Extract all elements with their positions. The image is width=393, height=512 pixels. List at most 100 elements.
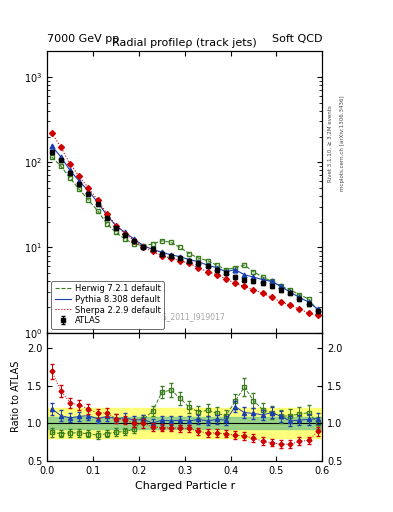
Legend: Herwig 7.2.1 default, Pythia 8.308 default, Sherpa 2.2.9 default, ATLAS: Herwig 7.2.1 default, Pythia 8.308 defau… — [51, 281, 164, 329]
Pythia 8.308 default — [50, 143, 54, 149]
Pythia 8.308 default — [141, 243, 146, 249]
Herwig 7.2.1 default — [86, 197, 91, 203]
Herwig 7.2.1 default — [315, 308, 320, 314]
Herwig 7.2.1 default — [187, 250, 192, 257]
Herwig 7.2.1 default — [205, 258, 210, 264]
Sherpa 2.2.9 default — [114, 223, 118, 229]
Sherpa 2.2.9 default — [270, 294, 274, 301]
Herwig 7.2.1 default — [251, 269, 256, 275]
Pythia 8.308 default — [251, 274, 256, 280]
Sherpa 2.2.9 default — [169, 255, 173, 261]
Line: Sherpa 2.2.9 default: Sherpa 2.2.9 default — [52, 133, 318, 315]
Herwig 7.2.1 default — [50, 154, 54, 160]
Pythia 8.308 default — [224, 269, 228, 275]
Pythia 8.308 default — [178, 253, 182, 260]
Herwig 7.2.1 default — [242, 262, 247, 268]
Text: Soft QCD: Soft QCD — [272, 33, 322, 44]
Sherpa 2.2.9 default — [205, 269, 210, 275]
Herwig 7.2.1 default — [77, 186, 82, 193]
Sherpa 2.2.9 default — [132, 238, 137, 244]
Bar — [47, 417, 322, 429]
Pythia 8.308 default — [132, 236, 137, 242]
Pythia 8.308 default — [68, 167, 72, 174]
Pythia 8.308 default — [123, 229, 127, 236]
Sherpa 2.2.9 default — [315, 312, 320, 318]
Sherpa 2.2.9 default — [141, 244, 146, 250]
Text: mcplots.cern.ch [arXiv:1306.3436]: mcplots.cern.ch [arXiv:1306.3436] — [340, 96, 345, 191]
Pythia 8.308 default — [160, 249, 164, 255]
Pythia 8.308 default — [95, 199, 100, 205]
Herwig 7.2.1 default — [141, 243, 146, 249]
Sherpa 2.2.9 default — [306, 310, 311, 316]
Pythia 8.308 default — [150, 246, 155, 252]
Herwig 7.2.1 default — [68, 175, 72, 181]
Pythia 8.308 default — [279, 283, 283, 289]
Sherpa 2.2.9 default — [178, 258, 182, 264]
Sherpa 2.2.9 default — [260, 290, 265, 296]
Pythia 8.308 default — [260, 276, 265, 283]
Herwig 7.2.1 default — [297, 291, 302, 297]
Herwig 7.2.1 default — [224, 267, 228, 273]
Herwig 7.2.1 default — [288, 287, 292, 293]
Sherpa 2.2.9 default — [187, 261, 192, 267]
Sherpa 2.2.9 default — [279, 299, 283, 305]
Sherpa 2.2.9 default — [68, 161, 72, 167]
Herwig 7.2.1 default — [169, 239, 173, 245]
Line: Herwig 7.2.1 default: Herwig 7.2.1 default — [52, 157, 318, 311]
Y-axis label: Ratio to ATLAS: Ratio to ATLAS — [11, 361, 21, 433]
Pythia 8.308 default — [242, 271, 247, 278]
Herwig 7.2.1 default — [270, 279, 274, 285]
Sherpa 2.2.9 default — [196, 265, 201, 271]
Pythia 8.308 default — [77, 178, 82, 184]
Herwig 7.2.1 default — [150, 241, 155, 247]
Herwig 7.2.1 default — [59, 163, 63, 169]
Sherpa 2.2.9 default — [288, 302, 292, 308]
Herwig 7.2.1 default — [132, 241, 137, 247]
Sherpa 2.2.9 default — [224, 275, 228, 282]
Pythia 8.308 default — [59, 154, 63, 160]
Sherpa 2.2.9 default — [123, 230, 127, 237]
Herwig 7.2.1 default — [160, 238, 164, 244]
Text: Rivet 3.1.10, ≥ 3.2M events: Rivet 3.1.10, ≥ 3.2M events — [328, 105, 333, 182]
Pythia 8.308 default — [215, 265, 219, 271]
Sherpa 2.2.9 default — [297, 306, 302, 312]
Pythia 8.308 default — [187, 257, 192, 263]
X-axis label: Charged Particle r: Charged Particle r — [134, 481, 235, 491]
Text: 7000 GeV pp: 7000 GeV pp — [47, 33, 119, 44]
Pythia 8.308 default — [306, 299, 311, 305]
Pythia 8.308 default — [86, 188, 91, 194]
Title: Radial profileρ (track jets): Radial profileρ (track jets) — [112, 38, 257, 48]
Herwig 7.2.1 default — [233, 265, 237, 271]
Sherpa 2.2.9 default — [59, 144, 63, 150]
Herwig 7.2.1 default — [279, 283, 283, 289]
Sherpa 2.2.9 default — [215, 271, 219, 278]
Bar — [47, 408, 322, 438]
Sherpa 2.2.9 default — [150, 248, 155, 254]
Pythia 8.308 default — [315, 306, 320, 312]
Pythia 8.308 default — [270, 279, 274, 285]
Herwig 7.2.1 default — [260, 274, 265, 280]
Herwig 7.2.1 default — [196, 255, 201, 261]
Sherpa 2.2.9 default — [251, 287, 256, 293]
Sherpa 2.2.9 default — [50, 130, 54, 136]
Herwig 7.2.1 default — [306, 296, 311, 302]
Pythia 8.308 default — [169, 252, 173, 258]
Line: Pythia 8.308 default: Pythia 8.308 default — [52, 146, 318, 309]
Sherpa 2.2.9 default — [95, 197, 100, 203]
Herwig 7.2.1 default — [123, 236, 127, 242]
Herwig 7.2.1 default — [105, 221, 109, 227]
Pythia 8.308 default — [233, 267, 237, 273]
Sherpa 2.2.9 default — [86, 185, 91, 191]
Pythia 8.308 default — [297, 294, 302, 301]
Herwig 7.2.1 default — [95, 208, 100, 214]
Sherpa 2.2.9 default — [233, 280, 237, 286]
Pythia 8.308 default — [114, 223, 118, 229]
Pythia 8.308 default — [288, 289, 292, 295]
Text: ATLAS_2011_I919017: ATLAS_2011_I919017 — [144, 312, 226, 322]
Herwig 7.2.1 default — [215, 262, 219, 268]
Sherpa 2.2.9 default — [105, 210, 109, 217]
Sherpa 2.2.9 default — [77, 174, 82, 180]
Herwig 7.2.1 default — [178, 244, 182, 250]
Sherpa 2.2.9 default — [242, 283, 247, 289]
Sherpa 2.2.9 default — [160, 253, 164, 259]
